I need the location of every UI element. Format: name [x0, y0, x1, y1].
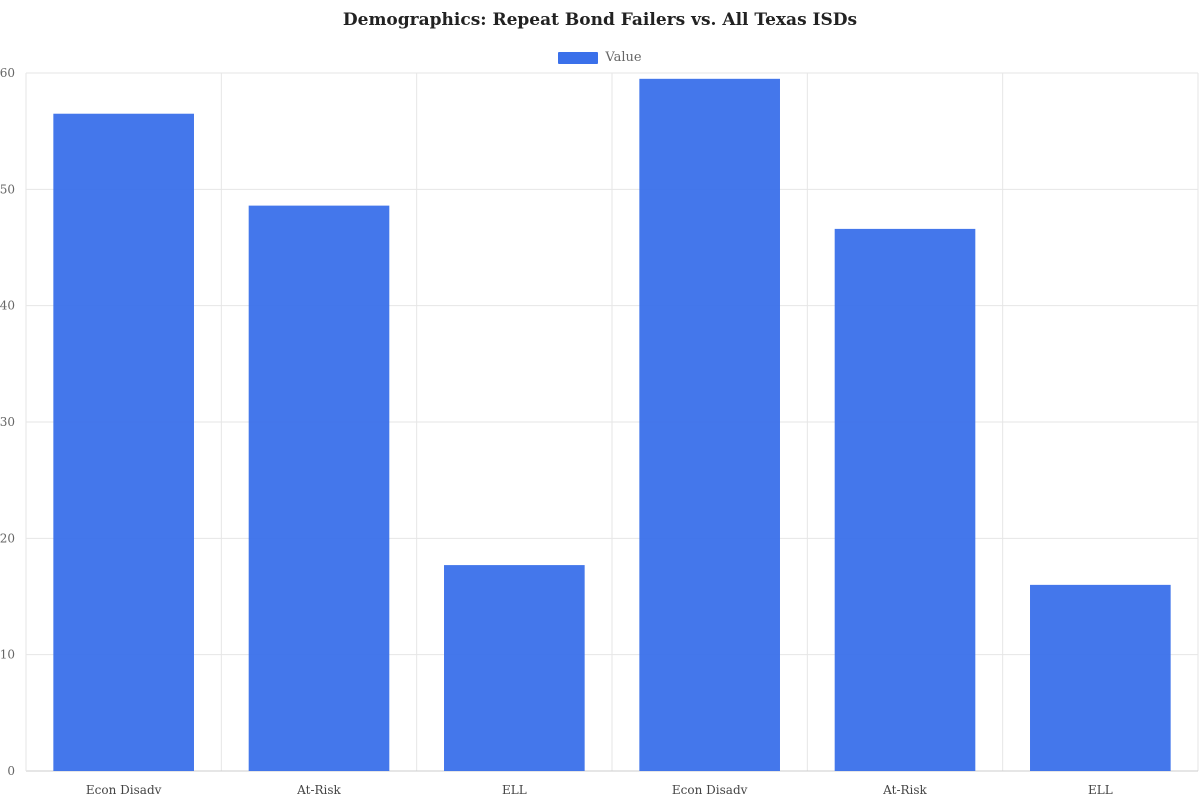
legend-swatch — [558, 51, 599, 64]
bar — [639, 78, 780, 772]
y-tick-label: 30 — [0, 415, 15, 429]
y-tick-label: 50 — [0, 182, 15, 196]
x-tick-label: ELL — [1088, 783, 1113, 797]
bar — [248, 205, 390, 771]
x-tick-label: ELL — [502, 783, 527, 797]
bar — [444, 565, 585, 771]
bar — [53, 113, 194, 771]
x-tick-label: At-Risk — [296, 783, 341, 797]
y-tick-label: 40 — [0, 299, 15, 313]
legend-label: Value — [605, 50, 642, 65]
chart-title: Demographics: Repeat Bond Failers vs. Al… — [342, 10, 858, 30]
bar — [834, 228, 976, 772]
x-tick-label: Econ Disadv — [86, 783, 162, 797]
y-tick-label: 20 — [0, 531, 15, 545]
y-tick-label: 60 — [0, 66, 15, 80]
y-tick-label: 0 — [7, 764, 15, 778]
legend[interactable]: Value — [0, 50, 1200, 65]
y-tick-label: 10 — [0, 648, 15, 662]
bar — [1030, 584, 1171, 771]
x-tick-label: Econ Disadv — [672, 783, 748, 797]
x-tick-label: At-Risk — [882, 783, 927, 797]
